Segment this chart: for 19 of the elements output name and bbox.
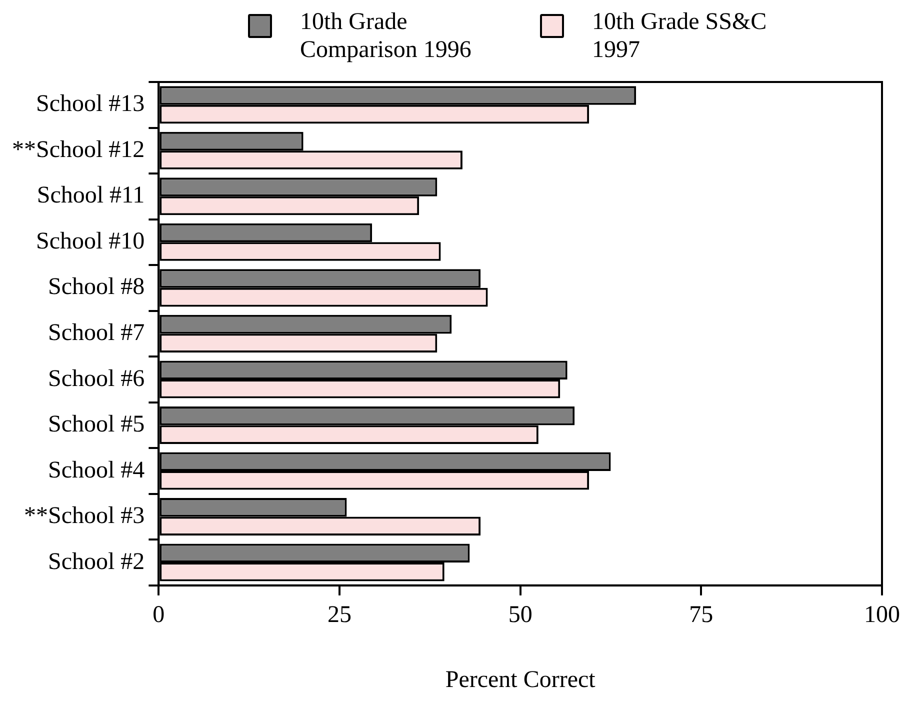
y-tick-label: School #10 <box>36 228 145 254</box>
x-tick-label: 75 <box>689 602 714 628</box>
x-axis-title: Percent Correct <box>445 666 596 693</box>
x-tick-label: 0 <box>152 602 165 628</box>
x-tick-label: 25 <box>328 602 352 628</box>
y-tick-label: School #5 <box>48 412 145 438</box>
x-tick-label: 100 <box>864 602 900 628</box>
y-tick-label: School #8 <box>48 274 145 300</box>
y-tick-label: School #7 <box>48 320 145 346</box>
y-tick-label: School #4 <box>48 457 145 484</box>
legend-label: 10th Grade SS&C 1997 <box>592 8 768 64</box>
y-tick-label: School #11 <box>36 182 145 209</box>
x-tick-label: 50 <box>508 602 532 628</box>
legend-label: 10th Grade Comparison 1996 <box>300 8 472 64</box>
y-tick-label: School #2 <box>48 548 145 575</box>
y-tick-label: School #13 <box>36 91 145 118</box>
y-tick-label: School #6 <box>48 366 145 392</box>
y-tick-label: **School #3 <box>24 503 145 530</box>
y-tick-label: **School #12 <box>12 136 145 163</box>
